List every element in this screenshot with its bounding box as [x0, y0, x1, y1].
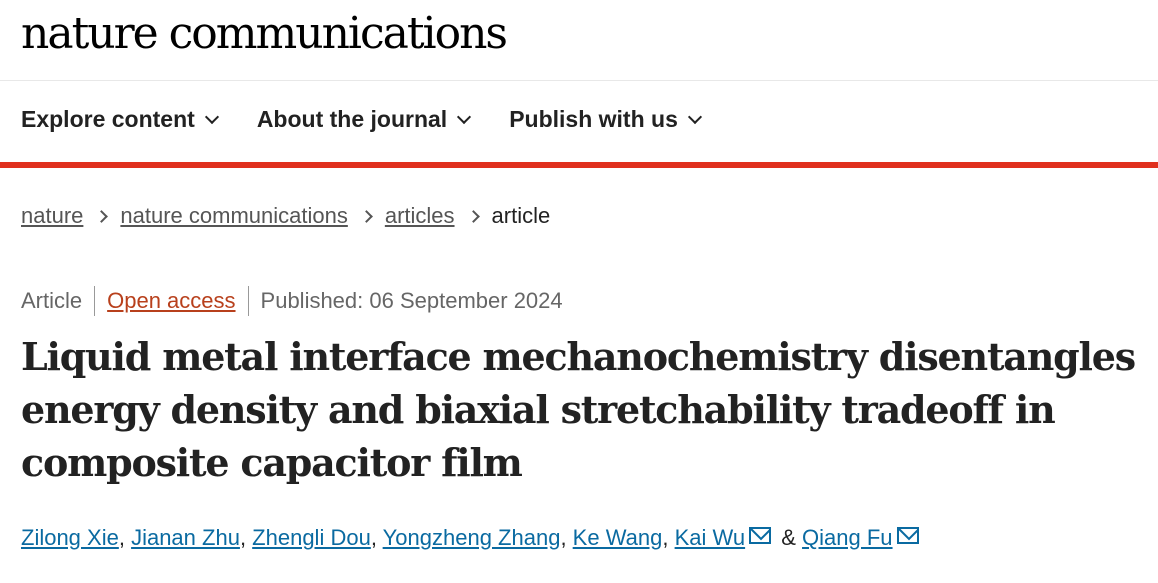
- author-list: Zilong Xie, Jianan Zhu, Zhengli Dou, Yon…: [21, 525, 923, 551]
- published-date: Published: 06 September 2024: [260, 288, 563, 313]
- chevron-right-icon: [466, 209, 480, 223]
- accent-bar: [0, 162, 1158, 168]
- article-meta: Article Open access Published: 06 Septem…: [21, 286, 563, 316]
- chevron-right-icon: [95, 209, 109, 223]
- chevron-right-icon: [359, 209, 373, 223]
- journal-logo[interactable]: nature communications: [21, 8, 508, 59]
- divider: [247, 286, 249, 316]
- crumb-articles[interactable]: articles: [384, 203, 455, 228]
- author-link[interactable]: Zilong Xie: [21, 525, 119, 550]
- conjunction: &: [781, 525, 796, 550]
- author-link[interactable]: Ke Wang: [572, 525, 663, 550]
- nav-label: Explore content: [21, 106, 195, 132]
- article-type: Article: [21, 288, 83, 313]
- chevron-down-icon: [457, 109, 472, 124]
- email-icon[interactable]: [749, 527, 772, 544]
- article-title: Liquid metal interface mechanochemistry …: [21, 334, 1136, 485]
- email-icon[interactable]: [896, 527, 919, 544]
- author-link[interactable]: Kai Wu: [674, 525, 746, 550]
- crumb-nature[interactable]: nature: [21, 203, 84, 228]
- crumb-nature-communications[interactable]: nature communications: [120, 203, 348, 228]
- author-link[interactable]: Qiang Fu: [802, 525, 893, 550]
- crumb-current: article: [491, 203, 551, 228]
- nav-publish[interactable]: Publish with us: [509, 106, 702, 133]
- author-link[interactable]: Jianan Zhu: [131, 525, 240, 550]
- author-link[interactable]: Yongzheng Zhang: [382, 525, 561, 550]
- nav-label: Publish with us: [509, 106, 678, 132]
- divider: [94, 286, 96, 316]
- chevron-down-icon: [687, 109, 702, 124]
- open-access-link[interactable]: Open access: [107, 288, 236, 313]
- divider: [0, 80, 1158, 81]
- breadcrumb: nature nature communications articles ar…: [21, 203, 550, 229]
- nav-explore-content[interactable]: Explore content: [21, 106, 219, 133]
- main-nav: Explore content About the journal Publis…: [21, 106, 702, 133]
- chevron-down-icon: [204, 109, 219, 124]
- nav-label: About the journal: [256, 106, 448, 132]
- author-link[interactable]: Zhengli Dou: [252, 525, 371, 550]
- nav-about-journal[interactable]: About the journal: [256, 106, 472, 133]
